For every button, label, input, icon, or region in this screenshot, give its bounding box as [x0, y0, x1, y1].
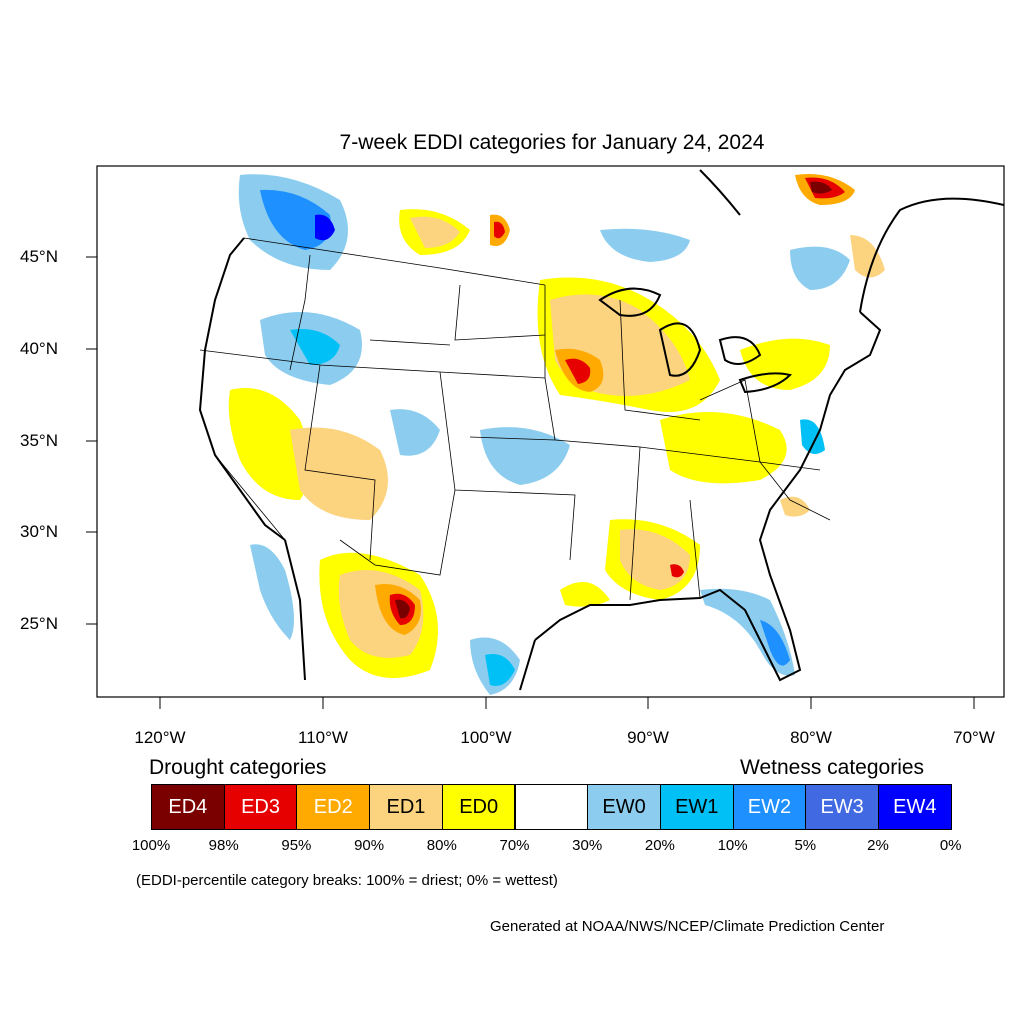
coastlines [198, 169, 1004, 691]
legend-swatch-ed4: ED4 [151, 784, 225, 830]
legend-swatch-neutral [514, 784, 589, 830]
legend-swatch-ed1: ED1 [369, 784, 443, 830]
legend-swatch-ew2: EW2 [732, 784, 807, 830]
map-title: 7-week EDDI categories for January 24, 2… [339, 131, 765, 154]
legend-swatch-ew1: EW1 [659, 784, 734, 830]
legend-swatch-ew4: EW4 [878, 784, 952, 830]
lon-label-90: 90°W [627, 728, 669, 747]
category-note: (EDDI-percentile category breaks: 100% =… [136, 872, 558, 889]
drought-areas [228, 174, 885, 678]
lon-label-80: 80°W [790, 728, 832, 747]
lat-label-45: 45°N [20, 247, 58, 266]
legend-break-label: 5% [794, 837, 817, 854]
drought-heading: Drought categories [149, 756, 327, 779]
legend-break-label: 2% [867, 837, 889, 854]
legend-break-label: 30% [572, 837, 603, 854]
wetness-heading: Wetness categories [740, 756, 925, 779]
legend-break-label: 100% [131, 837, 171, 854]
lon-label-110: 110°W [298, 728, 348, 747]
legend-break-label: 70% [499, 837, 530, 854]
legend-swatch-ed0: ED0 [441, 784, 516, 830]
legend-swatch-ew3: EW3 [805, 784, 879, 830]
boundary-lines [199, 237, 831, 601]
lat-label-25: 25°N [20, 614, 58, 633]
lat-label-35: 35°N [20, 431, 58, 450]
legend-swatch-ed2: ED2 [296, 784, 371, 830]
legend-break-label: 90% [354, 837, 385, 854]
legend-break-label: 0% [939, 837, 962, 854]
lon-label-120: 120°W [134, 728, 186, 747]
legend-break-label: 80% [426, 837, 457, 854]
credit-line: Generated at NOAA/NWS/NCEP/Climate Predi… [490, 918, 885, 935]
legend-break-label: 10% [717, 837, 748, 854]
legend-break-label: 95% [281, 837, 312, 854]
lat-label-40: 40°N [20, 339, 58, 358]
lat-label-30: 30°N [20, 522, 58, 541]
wetness-areas [238, 174, 850, 695]
legend-swatch-ew0: EW0 [587, 784, 661, 830]
legend-swatch-ed3: ED3 [223, 784, 298, 830]
legend-break-label: 20% [644, 837, 675, 854]
legend-break-label: 98% [208, 837, 239, 854]
lon-label-70: 70°W [953, 728, 995, 747]
lon-label-100: 100°W [460, 728, 512, 747]
